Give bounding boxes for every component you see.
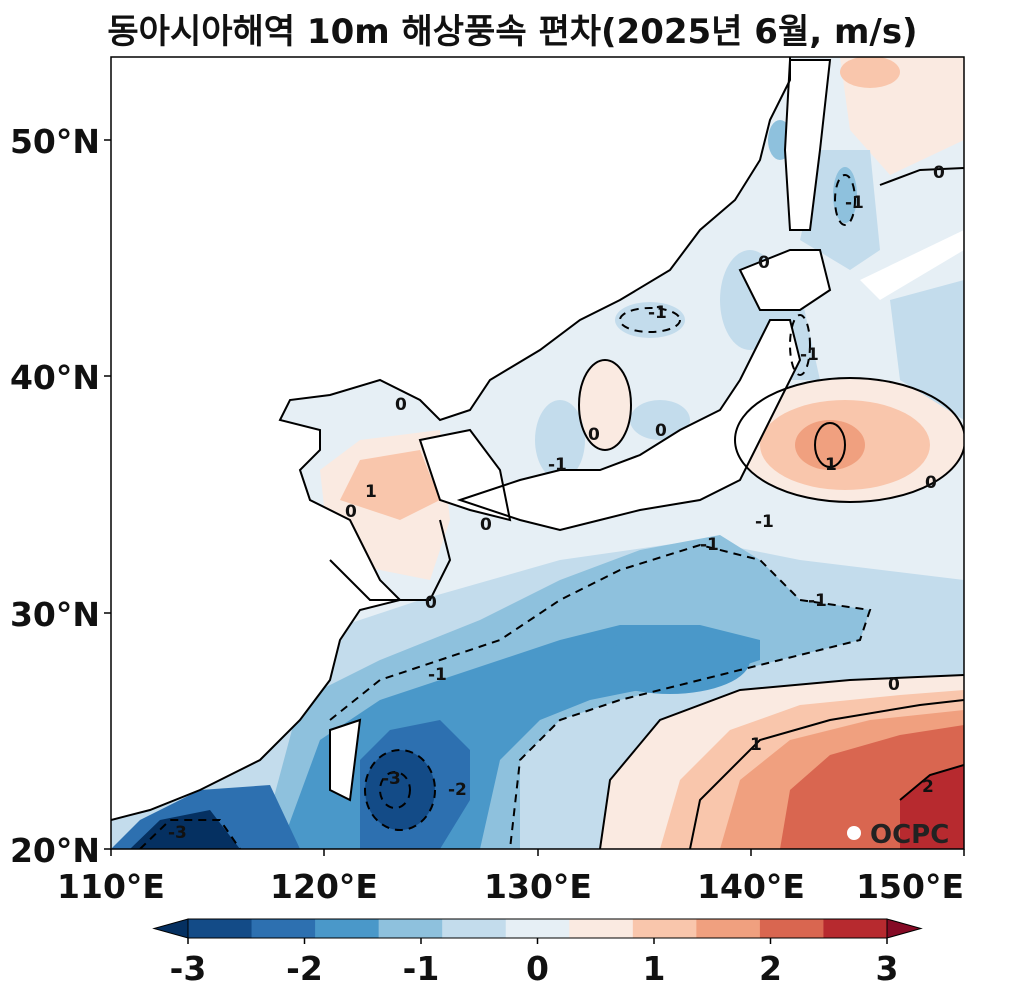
lon-tick-label: 110°E — [57, 867, 165, 906]
colorbar-extend-min — [152, 918, 189, 939]
colorbar-segment — [378, 919, 443, 938]
wind-anomaly-field — [111, 57, 964, 849]
minus-three-contour-scs — [139, 819, 241, 849]
contour-label: 1 — [825, 455, 837, 475]
colorbar-segment — [505, 919, 570, 938]
japan-coastline — [456, 319, 802, 532]
watermark-dot — [847, 826, 861, 840]
minus-one-contour-okhotsk — [834, 174, 856, 226]
colorbar-segment — [251, 919, 316, 938]
sakhalin-coastline — [783, 59, 832, 231]
longitude-axis: 110°E 120°E 130°E 140°E 150°E — [57, 849, 965, 906]
contour-label: -1 — [428, 665, 447, 685]
hokkaido-coastline — [738, 249, 832, 311]
map-title: 동아시아해역 10m 해상풍속 편차(2025년 6월, m/s) — [107, 12, 918, 52]
contour-label: -1 — [548, 455, 567, 475]
anomaly-minus-three-core — [365, 750, 435, 830]
colorbar-segment — [569, 919, 634, 938]
anomaly-plus-twohalf-region — [900, 765, 964, 849]
lat-tick-label: 40°N — [10, 358, 100, 397]
contour-label-group: 0 0 0 0 0 0 0 0 0 -1 -1 -1 -1 -1 -1 -1 -… — [168, 163, 945, 843]
japan-main-land — [460, 320, 800, 530]
contour-label: 0 — [925, 473, 937, 493]
latitude-axis: 20°N 30°N 40°N 50°N — [10, 122, 111, 870]
contour-label: 2 — [922, 777, 934, 797]
zero-contour-north-pacific — [879, 167, 964, 186]
contour-label: -1 — [845, 193, 864, 213]
contour-label: 0 — [345, 502, 357, 522]
lat-tick-label: 50°N — [10, 122, 100, 161]
lat-tick-label: 20°N — [10, 831, 100, 870]
colorbar-tick-label: 2 — [759, 949, 782, 988]
lat-tick-label: 30°N — [10, 595, 100, 634]
colorbar-tick-label: 1 — [643, 949, 666, 988]
two-contour-south — [899, 764, 964, 801]
contour-label: 0 — [425, 593, 437, 613]
contour-label: 0 — [480, 515, 492, 535]
colorbar-tick-label: -2 — [286, 949, 323, 988]
contour-label: -1 — [755, 512, 774, 532]
colorbar-tick-label: -1 — [403, 949, 440, 988]
colorbar-segment — [823, 919, 888, 938]
colorbar-segment — [442, 919, 507, 938]
contour-label: 1 — [750, 735, 762, 755]
contour-label: -1 — [808, 591, 827, 611]
minus-one-contour-pacific — [789, 314, 811, 376]
zero-contour-south — [599, 674, 964, 849]
watermark-ocpc: OCPC — [870, 820, 949, 850]
contour-label: 0 — [888, 675, 900, 695]
lon-tick-label: 130°E — [484, 867, 592, 906]
zero-contour-yellow-sea — [329, 519, 452, 601]
contour-label: 0 — [758, 253, 770, 273]
contour-label: 0 — [588, 425, 600, 445]
colorbar-segment — [315, 919, 380, 938]
contour-label: 1 — [365, 482, 377, 502]
minus-one-contour-south — [329, 543, 872, 849]
colorbar-tick-label: -3 — [170, 949, 207, 988]
east-sea-positive — [579, 360, 631, 450]
minus-two-contour — [364, 749, 436, 831]
contour-label: 0 — [395, 395, 407, 415]
hokkaido-land — [740, 250, 830, 310]
minus-one-contour-east-sea — [619, 307, 681, 333]
colorbar-segment — [188, 919, 253, 938]
colorbar-tick-label: 0 — [526, 949, 549, 988]
contour-label: -3 — [382, 769, 401, 789]
asian-continent-land — [111, 57, 790, 820]
lon-tick-label: 140°E — [697, 867, 805, 906]
colorbar-segment — [632, 919, 697, 938]
one-contour-east-japan — [814, 422, 846, 468]
coastlines — [111, 57, 832, 821]
korea-coastline — [418, 428, 512, 522]
lon-tick-label: 150°E — [856, 867, 964, 906]
colorbar-segment — [696, 919, 761, 938]
minus-three-contour — [379, 771, 411, 809]
continent-coastline — [111, 57, 791, 821]
colorbar-segment — [759, 919, 824, 938]
one-contour-south — [689, 699, 964, 849]
contour-label: 0 — [933, 163, 945, 183]
negative-contour-lines — [139, 174, 872, 849]
contour-label: 0 — [655, 421, 667, 441]
contour-label: -2 — [448, 780, 467, 800]
colorbar-extend-max — [886, 918, 923, 939]
colorbar: -3 -2 -1 0 1 2 3 — [152, 918, 923, 988]
taiwan-coastline — [329, 718, 362, 802]
colorbar-tick-label: 3 — [876, 949, 899, 988]
lon-tick-label: 120°E — [270, 867, 378, 906]
contour-label: -1 — [648, 303, 667, 323]
contour-label: -1 — [800, 345, 819, 365]
kuril-islands-land — [860, 230, 964, 300]
contour-label: -3 — [168, 823, 187, 843]
contour-lines — [329, 167, 964, 849]
zero-contour-east-japan — [734, 377, 964, 503]
zero-contour-east-sea — [578, 359, 632, 451]
sakhalin-land — [785, 60, 830, 230]
contour-label: -1 — [700, 535, 719, 555]
